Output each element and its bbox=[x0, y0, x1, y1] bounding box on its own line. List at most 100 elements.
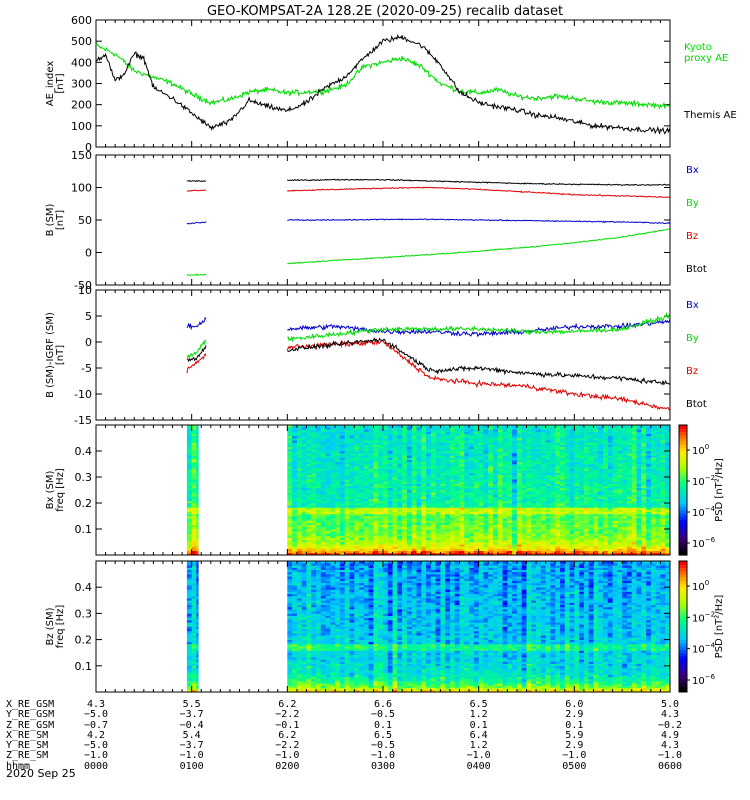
bxspec-cell bbox=[488, 492, 494, 495]
bxspec-cell bbox=[335, 524, 341, 528]
bxspec-cell bbox=[588, 542, 594, 545]
bxspec-cell bbox=[325, 468, 331, 471]
bxspec-cell bbox=[186, 464, 192, 467]
bxspec-cell bbox=[435, 507, 441, 510]
bxspec-cell bbox=[373, 509, 379, 512]
bxspec-cell bbox=[583, 509, 589, 512]
bxspec-cell bbox=[421, 520, 427, 523]
bxspec-cell bbox=[196, 425, 199, 428]
bxspec-cell bbox=[555, 477, 561, 480]
bxspec-cell bbox=[354, 477, 360, 480]
bxspec-cell bbox=[363, 539, 369, 543]
bxspec-cell bbox=[622, 498, 628, 502]
bxspec-cell bbox=[626, 500, 632, 504]
bxspec-cell bbox=[574, 539, 580, 543]
bxspec-cell bbox=[526, 518, 532, 521]
bxspec-cell bbox=[483, 505, 489, 508]
bxspec-cell bbox=[363, 533, 369, 536]
bxspec-cell bbox=[473, 485, 479, 489]
bxspec-cell bbox=[330, 492, 336, 495]
bxspec-cell bbox=[330, 535, 336, 538]
bxspec-cell bbox=[507, 442, 513, 445]
bxspec-cell bbox=[325, 451, 331, 454]
bxspec-cell bbox=[622, 505, 628, 508]
bxspec-cell bbox=[483, 550, 489, 554]
bxspec-cell bbox=[545, 455, 551, 458]
bxspec-cell bbox=[339, 505, 345, 508]
bxspec-cell bbox=[191, 513, 197, 517]
bxspec-cell bbox=[292, 444, 298, 447]
bxspec-cell bbox=[378, 516, 384, 519]
bxspec-cell bbox=[335, 440, 341, 443]
bxspec-cell bbox=[502, 518, 508, 521]
bxspec-cell bbox=[368, 479, 374, 482]
bxspec-cell bbox=[459, 442, 465, 445]
bxspec-cell bbox=[411, 544, 417, 547]
bxspec-cell bbox=[516, 425, 522, 428]
bxspec-cell bbox=[579, 435, 585, 439]
bxspec-cell bbox=[311, 511, 317, 515]
bxspec-cell bbox=[435, 444, 441, 447]
bxspec-cell bbox=[516, 446, 522, 450]
bxspec-cell bbox=[488, 487, 494, 491]
bxspec-cell bbox=[311, 433, 317, 437]
bxspec-cell bbox=[526, 477, 532, 480]
bxspec-cell bbox=[607, 520, 613, 523]
bxspec-cell bbox=[469, 552, 475, 556]
bxspec-cell bbox=[507, 550, 513, 554]
bxspec-cell bbox=[574, 516, 580, 519]
bxspec-cell bbox=[483, 474, 489, 478]
bxspec-cell bbox=[502, 535, 508, 538]
bxspec-cell bbox=[311, 533, 317, 536]
bxspec-cell bbox=[301, 479, 307, 482]
bxspec-cell bbox=[469, 431, 475, 434]
bxspec-cell bbox=[292, 533, 298, 536]
bxspec-cell bbox=[363, 511, 369, 515]
bxspec-cell bbox=[383, 470, 389, 473]
bxspec-cell bbox=[564, 433, 570, 437]
bxspec-cell bbox=[555, 500, 561, 504]
bxspec-cell bbox=[579, 431, 585, 434]
bxspec-cell bbox=[497, 457, 503, 460]
bxspec-cell bbox=[383, 448, 389, 452]
bxspec-cell bbox=[435, 464, 441, 467]
bigrf-legend-label: By bbox=[686, 333, 699, 344]
bxspec-cell bbox=[516, 513, 522, 517]
bxspec-cell bbox=[416, 457, 422, 460]
bxspec-cell bbox=[440, 440, 446, 443]
bxspec-cell bbox=[416, 446, 422, 450]
bxspec-cell bbox=[354, 496, 360, 499]
bxspec-cell bbox=[368, 451, 374, 454]
bxspec-cell bbox=[306, 446, 312, 450]
bxspec-cell bbox=[540, 550, 546, 554]
bxspec-cell bbox=[335, 446, 341, 450]
bsm-ytick-label: 50 bbox=[78, 214, 92, 227]
bxspec-cell bbox=[416, 448, 422, 452]
bxspec-cell bbox=[454, 535, 460, 538]
bxspec-cell bbox=[344, 485, 350, 489]
bxspec-cell bbox=[607, 535, 613, 538]
bxspec-cell bbox=[607, 503, 613, 506]
bxspec-cell bbox=[469, 550, 475, 554]
bxspec-cell bbox=[186, 539, 192, 543]
bxspec-cell bbox=[569, 451, 575, 454]
bxspec-cell bbox=[363, 544, 369, 547]
bxspec-cell bbox=[411, 461, 417, 465]
bxspec-cell bbox=[545, 466, 551, 469]
bxspec-cell bbox=[301, 425, 307, 428]
bxspec-cell bbox=[435, 446, 441, 450]
bxspec-cell bbox=[564, 498, 570, 502]
bxspec-cell bbox=[426, 520, 432, 523]
bxspec-cell bbox=[488, 490, 494, 493]
bxspec-cell bbox=[296, 453, 302, 456]
bxspec-cell bbox=[430, 470, 436, 473]
bxspec-cell bbox=[411, 518, 417, 521]
bxspec-cell bbox=[344, 505, 350, 508]
bxspec-cell bbox=[316, 539, 322, 543]
bxspec-cell bbox=[631, 496, 637, 499]
bxspec-cell bbox=[411, 546, 417, 549]
bxspec-cell bbox=[359, 427, 365, 430]
bxspec-cell bbox=[344, 451, 350, 454]
bxspec-cell bbox=[416, 431, 422, 434]
bxspec-cell bbox=[469, 498, 475, 502]
